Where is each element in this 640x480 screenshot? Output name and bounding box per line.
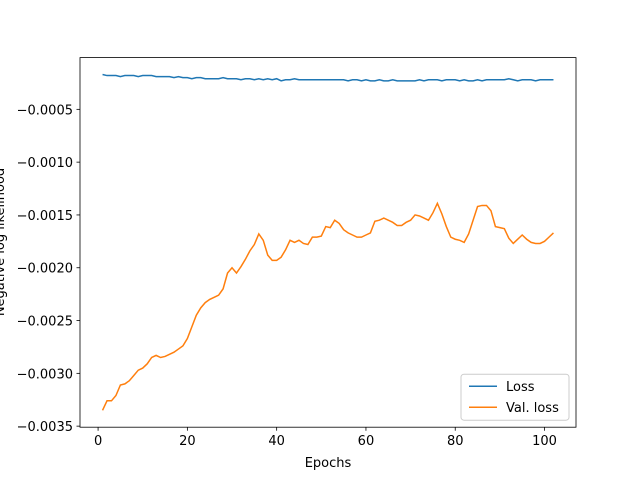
legend-label: Loss (506, 380, 535, 395)
x-tick-label: 0 (94, 434, 102, 449)
line-series (102, 73, 554, 82)
plot-frame (79, 57, 577, 428)
x-tick-label: 60 (358, 434, 375, 449)
y-tick-label: −0.0005 (17, 103, 73, 118)
x-tick-label: 20 (179, 434, 196, 449)
y-axis-label: Negative log likelihood (0, 168, 8, 316)
y-tick-label: −0.0030 (17, 367, 73, 382)
x-tick-label: 80 (447, 434, 464, 449)
x-tick-label: 40 (268, 434, 285, 449)
x-tick-label: 100 (532, 434, 557, 449)
line-series (101, 201, 554, 411)
y-tick-label: −0.0015 (17, 209, 73, 224)
y-tick-label: −0.0020 (17, 262, 73, 277)
y-tick-label: −0.0010 (17, 156, 73, 171)
legend-label: Val. loss (506, 401, 559, 416)
x-axis-label: Epochs (305, 456, 352, 471)
y-tick-label: −0.0025 (17, 315, 73, 330)
y-tick-label: −0.0035 (17, 420, 73, 435)
